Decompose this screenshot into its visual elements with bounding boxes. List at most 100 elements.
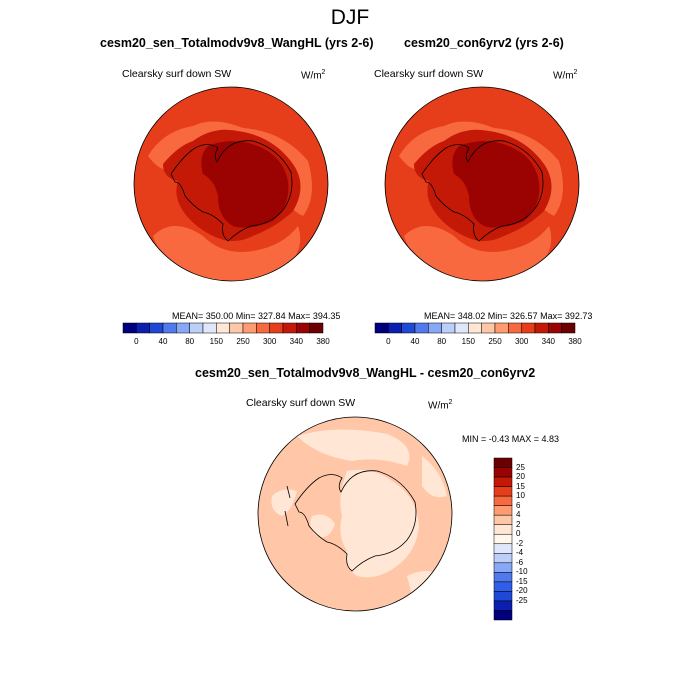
colorbar-tick-label: 150 bbox=[209, 337, 223, 346]
panel-1-variable: Clearsky surf down SW bbox=[122, 68, 232, 80]
colorbar-swatch bbox=[521, 322, 536, 334]
colorbar-swatch bbox=[149, 322, 164, 334]
colorbar-tick-label: -10 bbox=[516, 567, 528, 577]
colorbar-swatch bbox=[309, 322, 324, 334]
panel-2-stats: MEAN= 348.02 Min= 326.57 Max= 392.73 bbox=[424, 311, 593, 321]
colorbar-swatch bbox=[493, 524, 513, 535]
panel-1-colorbar-ticks: 0 40 80 150 250 300 340 380 bbox=[123, 337, 330, 347]
colorbar-tick-label: 40 bbox=[410, 337, 420, 346]
colorbar-tick-label: 4 bbox=[516, 510, 521, 520]
colorbar-swatch bbox=[493, 476, 513, 487]
colorbar-swatch bbox=[493, 457, 513, 468]
colorbar-swatch bbox=[388, 322, 402, 334]
colorbar-tick-label: 150 bbox=[461, 337, 475, 346]
colorbar-swatch bbox=[229, 322, 244, 334]
colorbar-tick-label: 2 bbox=[516, 519, 521, 529]
colorbar-swatch bbox=[176, 322, 190, 334]
colorbar-swatch bbox=[493, 533, 513, 545]
diff-panel-polar-map bbox=[257, 416, 453, 612]
colorbar-swatch bbox=[493, 486, 513, 497]
panel-1-colorbar bbox=[122, 322, 324, 334]
colorbar-swatch bbox=[493, 495, 513, 506]
colorbar-swatch bbox=[493, 505, 513, 516]
colorbar-swatch bbox=[136, 322, 150, 334]
diff-panel-colorbar bbox=[493, 457, 513, 621]
panel-2-title: cesm20_con6yrv2 (yrs 2-6) bbox=[404, 36, 564, 50]
colorbar-tick-label: -25 bbox=[516, 595, 528, 605]
colorbar-tick-label: 340 bbox=[289, 337, 303, 346]
figure-title: DJF bbox=[330, 6, 370, 29]
colorbar-tick-label: -20 bbox=[516, 586, 528, 596]
colorbar-swatch bbox=[493, 553, 513, 564]
colorbar-tick-label: 0 bbox=[134, 337, 139, 346]
colorbar-swatch bbox=[493, 600, 513, 611]
colorbar-tick-label: 40 bbox=[158, 337, 168, 346]
colorbar-tick-label: 0 bbox=[386, 337, 391, 346]
colorbar-swatch bbox=[493, 572, 513, 583]
panel-1-units: W/m2 bbox=[301, 69, 326, 82]
colorbar-swatch bbox=[162, 322, 177, 334]
colorbar-swatch bbox=[242, 322, 257, 334]
colorbar-swatch bbox=[561, 322, 576, 334]
colorbar-tick-label: 250 bbox=[236, 337, 250, 346]
panel-1-polar-map bbox=[133, 86, 329, 282]
colorbar-swatch bbox=[454, 322, 469, 334]
panel-2-variable: Clearsky surf down SW bbox=[374, 68, 484, 80]
diff-panel-colorbar-ticks: 25 20 15 10 6 4 2 0 -2 -4 -6 -10 -15 -20… bbox=[516, 458, 546, 620]
colorbar-tick-label: 250 bbox=[488, 337, 502, 346]
colorbar-swatch bbox=[374, 322, 389, 334]
colorbar-tick-label: -4 bbox=[516, 548, 524, 558]
colorbar-swatch bbox=[441, 322, 456, 334]
colorbar-tick-label: 20 bbox=[516, 472, 525, 482]
colorbar-swatch bbox=[493, 610, 513, 621]
colorbar-swatch bbox=[493, 591, 513, 602]
colorbar-swatch bbox=[493, 581, 513, 592]
colorbar-tick-label: 300 bbox=[514, 337, 529, 346]
colorbar-swatch bbox=[493, 562, 513, 573]
colorbar-swatch bbox=[494, 322, 509, 334]
colorbar-swatch bbox=[401, 322, 416, 334]
colorbar-tick-label: 380 bbox=[568, 337, 582, 346]
colorbar-swatch bbox=[468, 322, 482, 334]
colorbar-tick-label: -6 bbox=[516, 557, 524, 567]
colorbar-tick-label: 15 bbox=[516, 481, 525, 491]
colorbar-swatch bbox=[428, 322, 442, 334]
colorbar-tick-label: 340 bbox=[541, 337, 555, 346]
panel-2-units: W/m2 bbox=[553, 69, 578, 82]
colorbar-swatch bbox=[534, 322, 549, 334]
colorbar-tick-label: 0 bbox=[516, 529, 521, 539]
colorbar-swatch bbox=[548, 322, 562, 334]
colorbar-swatch bbox=[296, 322, 310, 334]
panel-2-polar-map bbox=[384, 86, 580, 282]
colorbar-swatch bbox=[508, 322, 522, 334]
diff-panel-variable: Clearsky surf down SW bbox=[246, 397, 356, 409]
colorbar-swatch bbox=[189, 322, 204, 334]
diff-panel-units: W/m2 bbox=[428, 399, 453, 412]
colorbar-swatch bbox=[481, 322, 496, 334]
colorbar-tick-label: 25 bbox=[516, 462, 525, 472]
colorbar-swatch bbox=[216, 322, 230, 334]
diff-panel-title: cesm20_sen_Totalmodv9v8_WangHL - cesm20_… bbox=[195, 366, 536, 380]
panel-1-stats: MEAN= 350.00 Min= 327.84 Max= 394.35 bbox=[172, 311, 341, 321]
colorbar-swatch bbox=[122, 322, 137, 334]
colorbar-swatch bbox=[256, 322, 270, 334]
colorbar-tick-label: 80 bbox=[185, 337, 195, 346]
colorbar-tick-label: 380 bbox=[316, 337, 330, 346]
colorbar-tick-label: 80 bbox=[437, 337, 447, 346]
panel-1-title: cesm20_sen_Totalmodv9v8_WangHL (yrs 2-6) bbox=[100, 36, 374, 50]
colorbar-swatch bbox=[202, 322, 217, 334]
panel-2-colorbar-ticks: 0 40 80 150 250 300 340 380 bbox=[375, 337, 582, 347]
colorbar-swatch bbox=[269, 322, 284, 334]
colorbar-swatch bbox=[493, 543, 513, 554]
colorbar-swatch bbox=[493, 514, 513, 525]
colorbar-tick-label: 6 bbox=[516, 500, 521, 510]
colorbar-tick-label: -15 bbox=[516, 576, 528, 586]
colorbar-swatch bbox=[493, 467, 513, 478]
colorbar-swatch bbox=[414, 322, 429, 334]
diff-panel-stats: MIN = -0.43 MAX = 4.83 bbox=[462, 434, 560, 444]
colorbar-tick-label: 10 bbox=[516, 491, 525, 501]
colorbar-tick-label: -2 bbox=[516, 538, 524, 548]
colorbar-swatch bbox=[282, 322, 297, 334]
panel-2-colorbar bbox=[374, 322, 576, 334]
colorbar-tick-label: 300 bbox=[262, 337, 277, 346]
